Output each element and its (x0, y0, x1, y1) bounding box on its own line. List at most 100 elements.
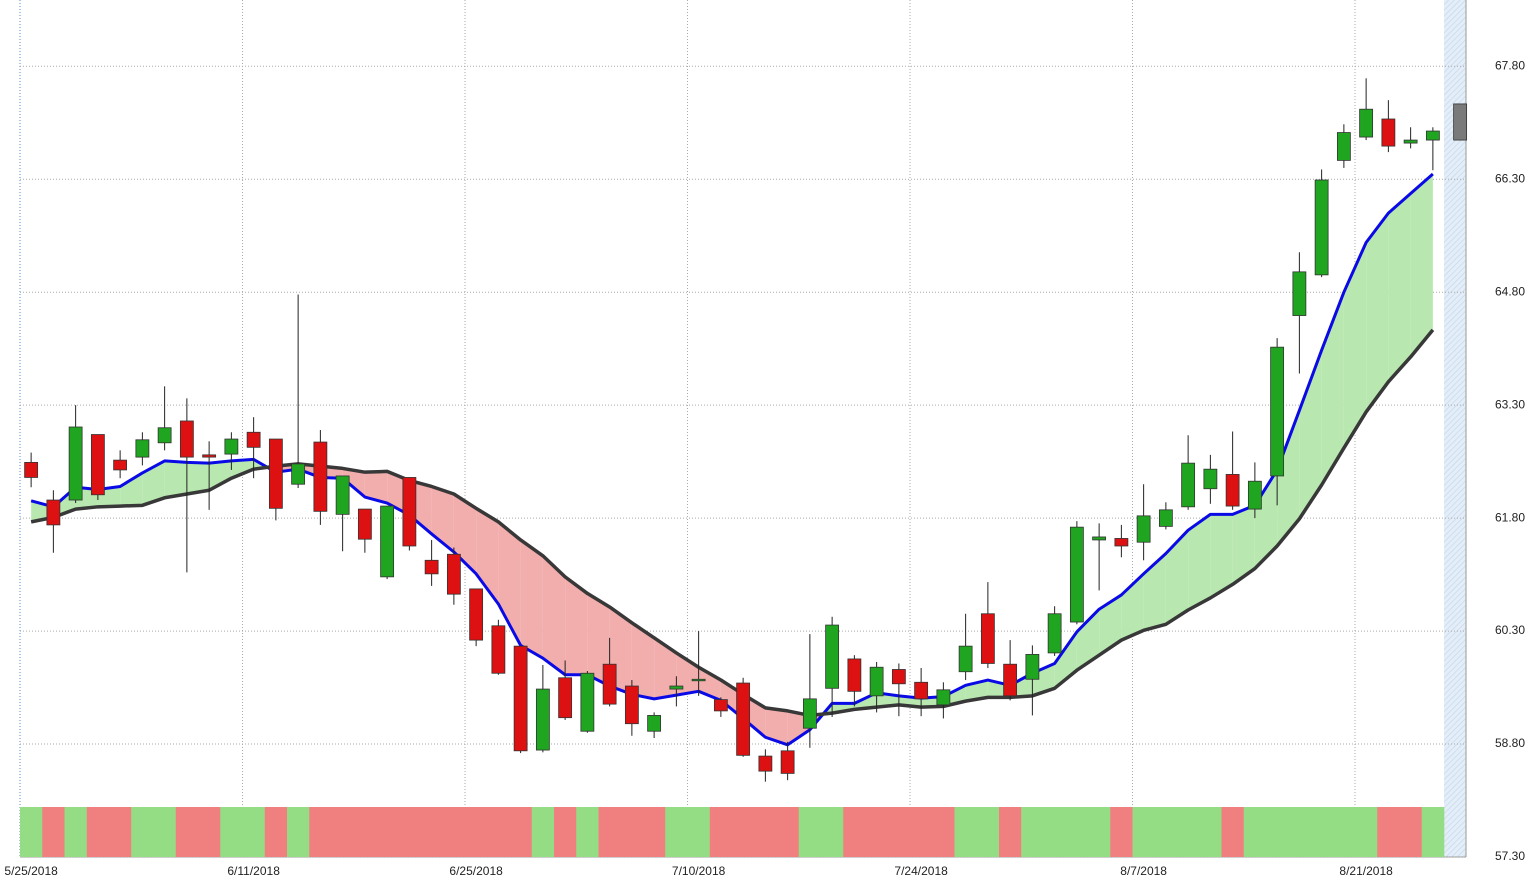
signal-cell (509, 807, 533, 857)
ma-band (1076, 609, 1100, 671)
ma-band (1343, 242, 1367, 449)
y-tick-label: 64.80 (1495, 284, 1525, 298)
candle-body (179, 420, 194, 458)
ma-band (142, 460, 165, 506)
signal-cell (1377, 807, 1400, 857)
ma-band (631, 622, 655, 699)
ma-band (1210, 514, 1233, 598)
ma-band (542, 555, 566, 675)
y-tick-label: 63.30 (1495, 397, 1525, 411)
signal-cell (198, 807, 221, 857)
candle-body (1314, 179, 1329, 276)
signal-cell (376, 807, 399, 857)
signal-cell (153, 807, 177, 857)
ma-band (765, 707, 788, 745)
candle-body (1381, 118, 1396, 147)
ma-band (120, 472, 143, 507)
signal-cell (620, 807, 644, 857)
ma-band (1388, 193, 1411, 382)
signal-cell (910, 807, 933, 857)
y-tick-label: 60.30 (1495, 623, 1525, 637)
signal-cell (1310, 807, 1334, 857)
signal-cell (665, 807, 688, 857)
ma-band (498, 521, 521, 646)
ma-band (1188, 514, 1211, 610)
x-tick-label: 8/21/2018 (1339, 864, 1393, 878)
signal-cell (976, 807, 1000, 857)
candle-body (1225, 474, 1240, 507)
candle-body (1270, 346, 1285, 477)
signal-cell (754, 807, 777, 857)
candle-body (380, 505, 395, 578)
signal-cell (531, 807, 555, 857)
candle-body (157, 427, 172, 444)
candle-body (135, 439, 150, 458)
signal-cell (1177, 807, 1200, 857)
candle-body (602, 663, 617, 705)
candle-body (980, 613, 995, 664)
signal-cell (865, 807, 889, 857)
candle-body (1336, 132, 1351, 161)
ma-band (1165, 530, 1189, 625)
candle-body (1136, 515, 1151, 543)
signal-cell (1332, 807, 1356, 857)
signal-cell (309, 807, 332, 857)
ma-band (1410, 173, 1433, 357)
candle-body (958, 645, 973, 673)
signal-cell (1243, 807, 1267, 857)
signal-cell (1355, 807, 1378, 857)
ma-band (209, 460, 232, 491)
candle-body (1114, 538, 1129, 547)
candle-body (1247, 480, 1262, 510)
signal-cell (954, 807, 978, 857)
signal-cell (1288, 807, 1311, 857)
y-tick-label: 57.30 (1495, 849, 1525, 863)
signal-cell (554, 807, 577, 857)
ma-line (30, 172, 1434, 747)
candle-body (669, 685, 684, 690)
signal-cell (709, 807, 733, 857)
signal-cell (1021, 807, 1044, 857)
candle-body (46, 499, 61, 526)
signal-cell (1088, 807, 1111, 857)
x-tick-label: 6/11/2018 (227, 864, 280, 878)
ma-band (1277, 410, 1300, 546)
signal-cell (1132, 807, 1156, 857)
candle-body (1203, 468, 1218, 490)
candle-body (1403, 139, 1418, 144)
candle-body (736, 682, 751, 756)
candle-body (1047, 613, 1062, 654)
candle-body (1158, 509, 1173, 527)
y-tick-label: 58.80 (1495, 736, 1525, 750)
candle-body (914, 681, 929, 700)
candle-body (291, 463, 306, 485)
x-tick-label: 7/10/2018 (672, 864, 726, 878)
signal-cell (442, 807, 466, 857)
y-tick-label: 61.80 (1495, 510, 1525, 524)
ma-band (1366, 213, 1389, 412)
candle-body (491, 625, 506, 674)
ma-band (1299, 350, 1322, 519)
x-tick-label: 7/24/2018 (894, 864, 948, 878)
signal-cell (1399, 807, 1423, 857)
candle-body (202, 454, 217, 458)
candle-body (513, 645, 528, 752)
signal-cell (732, 807, 755, 857)
candle-body (1092, 536, 1107, 541)
candle-body (624, 685, 639, 725)
ma-band (1143, 553, 1166, 631)
candle-body (869, 666, 884, 697)
signal-cell (687, 807, 711, 857)
candle-body (802, 698, 817, 729)
ma-band (676, 652, 699, 696)
x-tick-label: 5/25/2018 (4, 864, 58, 878)
candle-body (558, 677, 573, 719)
signal-cell (1421, 807, 1445, 857)
candle-body (713, 699, 728, 712)
y-tick-label: 66.30 (1495, 171, 1525, 185)
signal-cell (220, 807, 243, 857)
candle-body (224, 438, 239, 455)
ma-band (231, 459, 254, 479)
signal-cell (643, 807, 666, 857)
